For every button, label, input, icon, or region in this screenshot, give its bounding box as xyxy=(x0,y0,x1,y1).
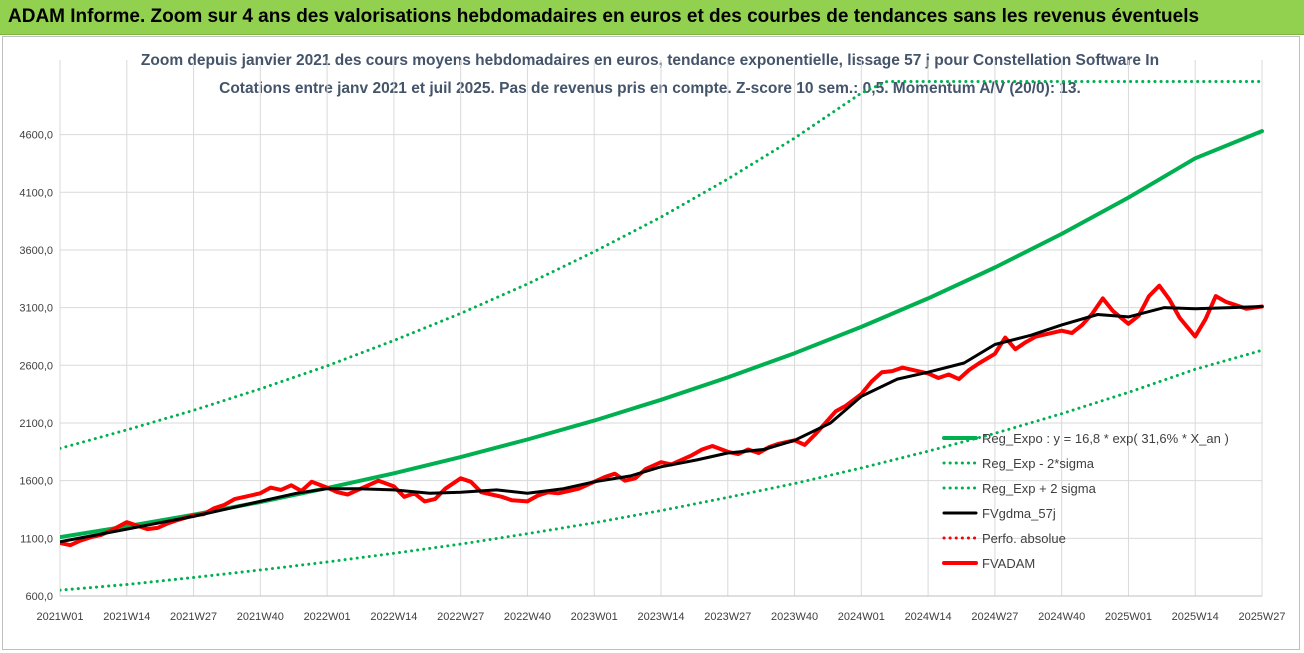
x-tick-label: 2023W40 xyxy=(771,611,818,623)
x-tick-label: 2022W14 xyxy=(370,611,417,623)
legend-label: Reg_Exp + 2 sigma xyxy=(982,481,1097,496)
y-tick-label: 3100,0 xyxy=(19,303,53,315)
legend-label: FVgdma_57j xyxy=(982,506,1056,521)
y-tick-label: 2100,0 xyxy=(19,418,53,430)
series-layer xyxy=(60,80,1264,592)
legend-label: Reg_Exp - 2*sigma xyxy=(982,456,1095,471)
series-line-1 xyxy=(60,348,1264,592)
x-tick-label: 2024W01 xyxy=(838,611,885,623)
banner-title: ADAM Informe. Zoom sur 4 ans des valoris… xyxy=(8,6,1200,27)
x-tick-label: 2021W14 xyxy=(103,611,150,623)
legend-label: Reg_Expo : y = 16,8 * exp( 31,6% * X_an … xyxy=(982,431,1229,446)
x-tick-label: 2023W27 xyxy=(704,611,751,623)
x-tick-label: 2022W27 xyxy=(437,611,484,623)
x-tick-label: 2023W01 xyxy=(571,611,618,623)
series-line-3 xyxy=(60,305,1264,544)
x-tick-label: 2022W01 xyxy=(304,611,351,623)
y-tick-label: 4100,0 xyxy=(19,187,53,199)
legend-label: Perfo. absolue xyxy=(982,531,1066,546)
y-tick-label: 3600,0 xyxy=(19,245,53,257)
x-tick-label: 2021W01 xyxy=(36,611,83,623)
x-tick-label: 2021W40 xyxy=(237,611,284,623)
y-tick-label: 600,0 xyxy=(25,591,53,603)
series-line-5 xyxy=(60,283,1264,548)
axis-layer: 600,0 1100,0 1600,0 2100,0 2600,0 3100,0 3600,… xyxy=(19,130,1285,623)
legend: Reg_Expo : y = 16,8 * exp( 31,6% * X_an … xyxy=(942,431,1229,571)
x-tick-label: 2023W14 xyxy=(637,611,684,623)
x-tick-label: 2024W14 xyxy=(905,611,952,623)
legend-label: FVADAM xyxy=(982,556,1035,571)
chart-frame xyxy=(2,36,1300,650)
x-tick-label: 2025W27 xyxy=(1238,611,1285,623)
chart-title-line1: Zoom depuis janvier 2021 des cours moyen… xyxy=(140,52,1160,69)
y-tick-label: 2600,0 xyxy=(19,360,53,372)
x-tick-label: 2021W27 xyxy=(170,611,217,623)
x-tick-label: 2022W40 xyxy=(504,611,551,623)
x-tick-label: 2025W14 xyxy=(1172,611,1219,623)
y-tick-label: 1600,0 xyxy=(19,476,53,488)
x-tick-label: 2024W40 xyxy=(1038,611,1085,623)
y-tick-label: 4600,0 xyxy=(19,130,53,142)
x-tick-label: 2025W01 xyxy=(1105,611,1152,623)
y-tick-label: 1100,0 xyxy=(20,533,53,545)
series-line-2 xyxy=(60,80,1264,450)
title-banner: ADAM Informe. Zoom sur 4 ans des valoris… xyxy=(0,0,1304,35)
grid-layer xyxy=(59,60,1263,597)
x-tick-label: 2024W27 xyxy=(971,611,1018,623)
